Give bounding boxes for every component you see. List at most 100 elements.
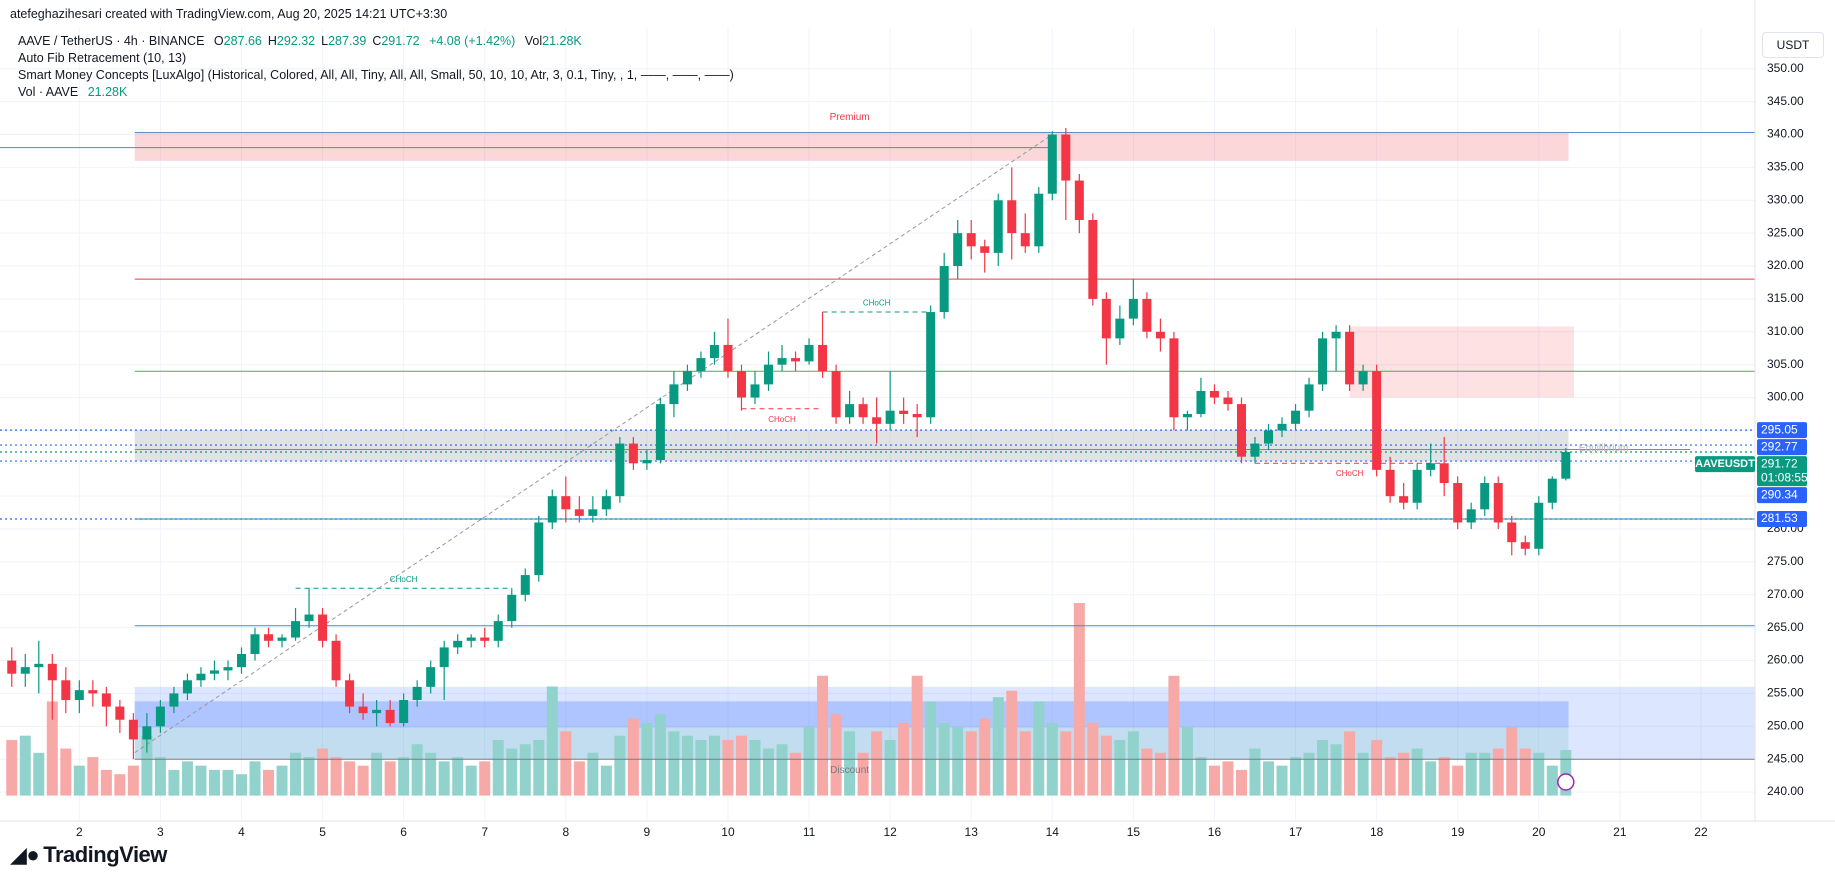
candle-body [642,460,652,464]
currency-button[interactable]: USDT [1762,32,1824,58]
volume-bar [438,761,450,796]
candle-body [1061,134,1071,181]
volume-bar [911,675,923,796]
candle-body [426,667,436,687]
candle-body [1277,423,1287,431]
volume-bar [1492,748,1504,796]
vol-key: Vol [524,34,543,48]
candle-body [818,344,828,372]
volume-bar [1479,752,1491,796]
volume-bar [181,761,193,796]
candle-body [1507,522,1517,543]
y-tick-label: 350.00 [1767,61,1804,75]
candle-body [912,413,922,418]
candle-body [88,690,98,694]
candle-body [858,404,868,418]
volume-bar [6,739,18,796]
candle-body [412,686,422,701]
volume-bar [290,752,302,796]
volume-bar [46,701,58,796]
candle-body [885,410,895,424]
candle-body [1128,298,1138,319]
volume-bar [695,739,707,796]
volume-bar [1141,748,1153,796]
x-tick-label: 13 [965,825,979,839]
candle-body [1453,483,1463,523]
volume-bar [1290,757,1302,796]
volume-bar [127,765,139,796]
volume-bar [357,765,369,796]
y-tick-label: 270.00 [1767,587,1804,601]
volume-bar [560,731,572,796]
candle-body [1345,331,1355,385]
x-tick-label: 18 [1370,825,1384,839]
x-tick-label: 21 [1613,825,1627,839]
volume-bar [1249,748,1261,796]
candle-body [1223,397,1233,405]
candle-body [1142,298,1152,332]
candle-body [196,673,206,681]
volume-bar [1546,765,1558,796]
zone [134,430,1569,462]
candle-body [358,706,368,714]
candle-body [169,693,179,707]
candle-body [682,371,692,385]
volume-bar [506,748,518,796]
volume-bar [817,675,829,796]
price-tag-label: 281.53 [1761,511,1798,525]
x-tick-label: 9 [644,825,651,839]
volume-legend: Vol · AAVE 21.28K [18,85,127,99]
candle-body [34,663,44,668]
candle-body [1047,134,1057,194]
symbol-tag-box [1695,456,1755,473]
volume-bar [1235,769,1247,796]
volume-bar [344,761,356,796]
candle-body [1074,180,1084,221]
volume-bar [371,752,383,796]
candle-body [736,371,746,398]
x-tick-label: 6 [400,825,407,839]
candle-body [926,312,936,418]
symbol-tag-label: AAVEUSDT [1695,458,1755,470]
symbol: AAVE / TetherUS · 4h · BINANCE [18,34,205,48]
candle-body [1088,220,1098,299]
x-tick-label: 7 [481,825,488,839]
candle-body [250,634,260,654]
ohlc-key: O [213,34,224,48]
candle-body [155,706,165,727]
y-tick-label: 315.00 [1767,291,1804,305]
candle-body [345,680,355,707]
candle-body [534,522,544,576]
candle-body [845,404,855,418]
volume-bar [1222,761,1234,796]
candle-body [453,640,463,648]
candle-body [331,640,341,681]
candle-body [1439,463,1449,484]
candle-body [128,719,138,740]
fib-trend-line [134,134,1053,754]
annotation: Discount [830,765,869,776]
volume-bar [1208,765,1220,796]
volume-bar [1452,765,1464,796]
candle-body [872,417,882,424]
volume-bar [1357,752,1369,796]
volume-bar [1506,727,1518,796]
x-tick-label: 15 [1127,825,1141,839]
volume-bar [1100,735,1112,796]
volume-bar [1533,752,1545,796]
volume-bar [979,718,991,796]
candle-body [547,496,557,523]
candle-body [899,410,909,414]
x-tick-label: 20 [1532,825,1546,839]
volume-bar [600,765,612,796]
candle-body [1466,509,1476,523]
zone [134,132,1569,161]
volume-bar [1181,727,1193,796]
price-tag: 281.53 [1757,510,1807,527]
x-tick-label: 12 [883,825,897,839]
volume-bar [546,686,558,796]
candle-body [561,496,571,510]
candle-body [723,344,733,372]
